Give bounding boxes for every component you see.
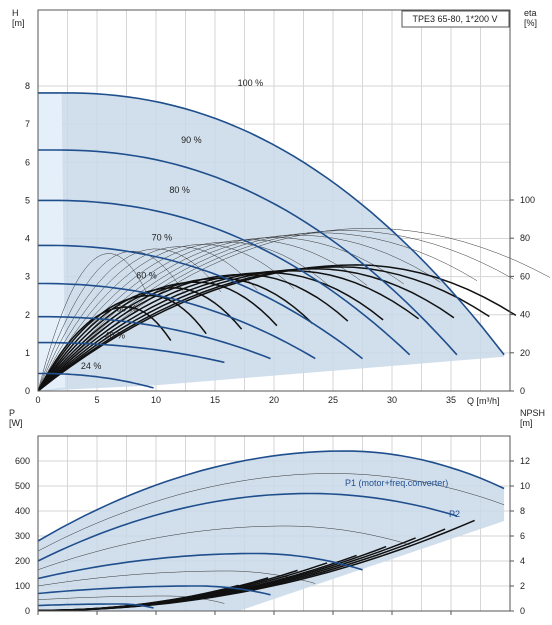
title-box [401, 10, 510, 28]
y-tick-label-left: 3 [25, 272, 30, 282]
thin-efficiency-curve [37, 250, 185, 392]
thin-efficiency-curve [37, 228, 551, 392]
eta-axis-label: eta [%] [524, 8, 537, 28]
y-tick-label-left: 8 [25, 81, 30, 91]
y-tick-label-right: 20 [520, 348, 530, 358]
x-tick-label: 35 [446, 395, 456, 405]
head-curve-label: 80 % [169, 185, 190, 195]
head-curve-label: 50 % [116, 304, 137, 314]
head-curve-24 [38, 372, 154, 389]
y-tick-label-right: 4 [520, 556, 525, 566]
y-tick-label-right: 8 [520, 506, 525, 516]
p1-label: P1 (motor+freq.converter) [345, 478, 448, 488]
y-tick-label-left: 600 [15, 456, 30, 466]
efficiency-curve [37, 271, 384, 392]
power-panel: 0 100 200 300 400 500 600 0 2 4 6 8 10 12 P [W] NPSH [m… [9, 408, 545, 616]
efficiency-curve [37, 277, 313, 392]
power-axis-label: P [W] [9, 408, 23, 428]
y-tick-label-right: 2 [520, 581, 525, 591]
y-tick-label-left: 2 [25, 310, 30, 320]
thin-efficiency-curve [37, 239, 368, 392]
head-curve-100 [38, 92, 505, 356]
power-curve [37, 450, 505, 542]
efficiency-curve [37, 268, 455, 392]
p2-label: P2 [449, 509, 460, 519]
head-axis-label: H [m] [12, 8, 25, 28]
power-operating-area [38, 451, 505, 611]
head-curve-label: 60 % [136, 271, 157, 281]
y-tick-label-right: 12 [520, 456, 530, 466]
y-tick-label-right: 6 [520, 531, 525, 541]
chart-title: TPE3 65-80, 1*200 V [412, 14, 497, 24]
power-curve [37, 492, 458, 562]
y-tick-label-left: 7 [25, 119, 30, 129]
head-curve-40 [38, 341, 225, 364]
y-tick-label-right: 0 [520, 606, 525, 616]
y-tick-label-left: 0 [25, 606, 30, 616]
x-tick-label: 30 [387, 395, 397, 405]
efficiency-curve [37, 264, 517, 392]
efficiency-curve [37, 266, 490, 392]
y-tick-label-left: 5 [25, 195, 30, 205]
head-curve-label: 90 % [181, 135, 202, 145]
y-tick-label-right: 60 [520, 271, 530, 281]
npsh-axis-label: NPSH [m] [520, 408, 545, 428]
head-curve-90 [38, 149, 458, 356]
y-tick-label-left: 4 [25, 234, 30, 244]
power-curve [37, 570, 316, 587]
x-tick-label: 10 [151, 395, 161, 405]
y-tick-label-left: 300 [15, 531, 30, 541]
y-tick-label-left: 400 [15, 506, 30, 516]
thin-efficiency-curve [37, 237, 404, 392]
y-tick-label-left: 1 [25, 348, 30, 358]
head-curve-60 [38, 282, 316, 360]
min-flow-area [38, 92, 66, 392]
y-tick-label-right: 0 [520, 386, 525, 396]
head-curve-label: 40 % [104, 330, 125, 340]
operating-area [38, 92, 505, 392]
head-curve-70 [38, 244, 363, 360]
y-tick-label-left: 100 [15, 581, 30, 591]
y-tick-label-left: 200 [15, 556, 30, 566]
x-tick-label: 15 [210, 395, 220, 405]
y-tick-label-right: 80 [520, 233, 530, 243]
y-tick-label-left: 6 [25, 157, 30, 167]
x-axis-label: Q [m³/h] [467, 396, 500, 406]
x-tick-label: 20 [269, 395, 279, 405]
x-tick-label: 25 [328, 395, 338, 405]
x-tick-label: 5 [94, 395, 99, 405]
power-curve [37, 552, 363, 580]
thin-efficiency-curve [37, 234, 441, 392]
efficiency-curve [37, 269, 420, 392]
x-tick-label: 0 [35, 395, 40, 405]
thin-efficiency-curve [37, 246, 258, 392]
power-curve [37, 603, 154, 609]
head-curve-50 [38, 315, 271, 360]
head-curve-label: 24 % [81, 361, 102, 371]
y-tick-label-left: 0 [25, 386, 30, 396]
y-tick-label-left: 500 [15, 481, 30, 491]
head-curve-80 [38, 199, 411, 356]
head-curve-label: 100 % [238, 78, 264, 88]
thin-efficiency-curve [37, 253, 148, 392]
power-curve [37, 525, 410, 571]
thin-efficiency-curve [37, 244, 295, 392]
y-tick-label-right: 40 [520, 310, 530, 320]
efficiency-curve [37, 273, 349, 392]
head-curve-label: 70 % [152, 232, 173, 242]
y-tick-label-right: 100 [520, 195, 535, 205]
power-curve [37, 585, 271, 596]
npsh-curve [38, 592, 210, 612]
thin-efficiency-curve [37, 248, 222, 392]
y-tick-label-right: 10 [520, 481, 530, 491]
power-curve [37, 473, 505, 552]
efficiency-curve [37, 287, 243, 392]
